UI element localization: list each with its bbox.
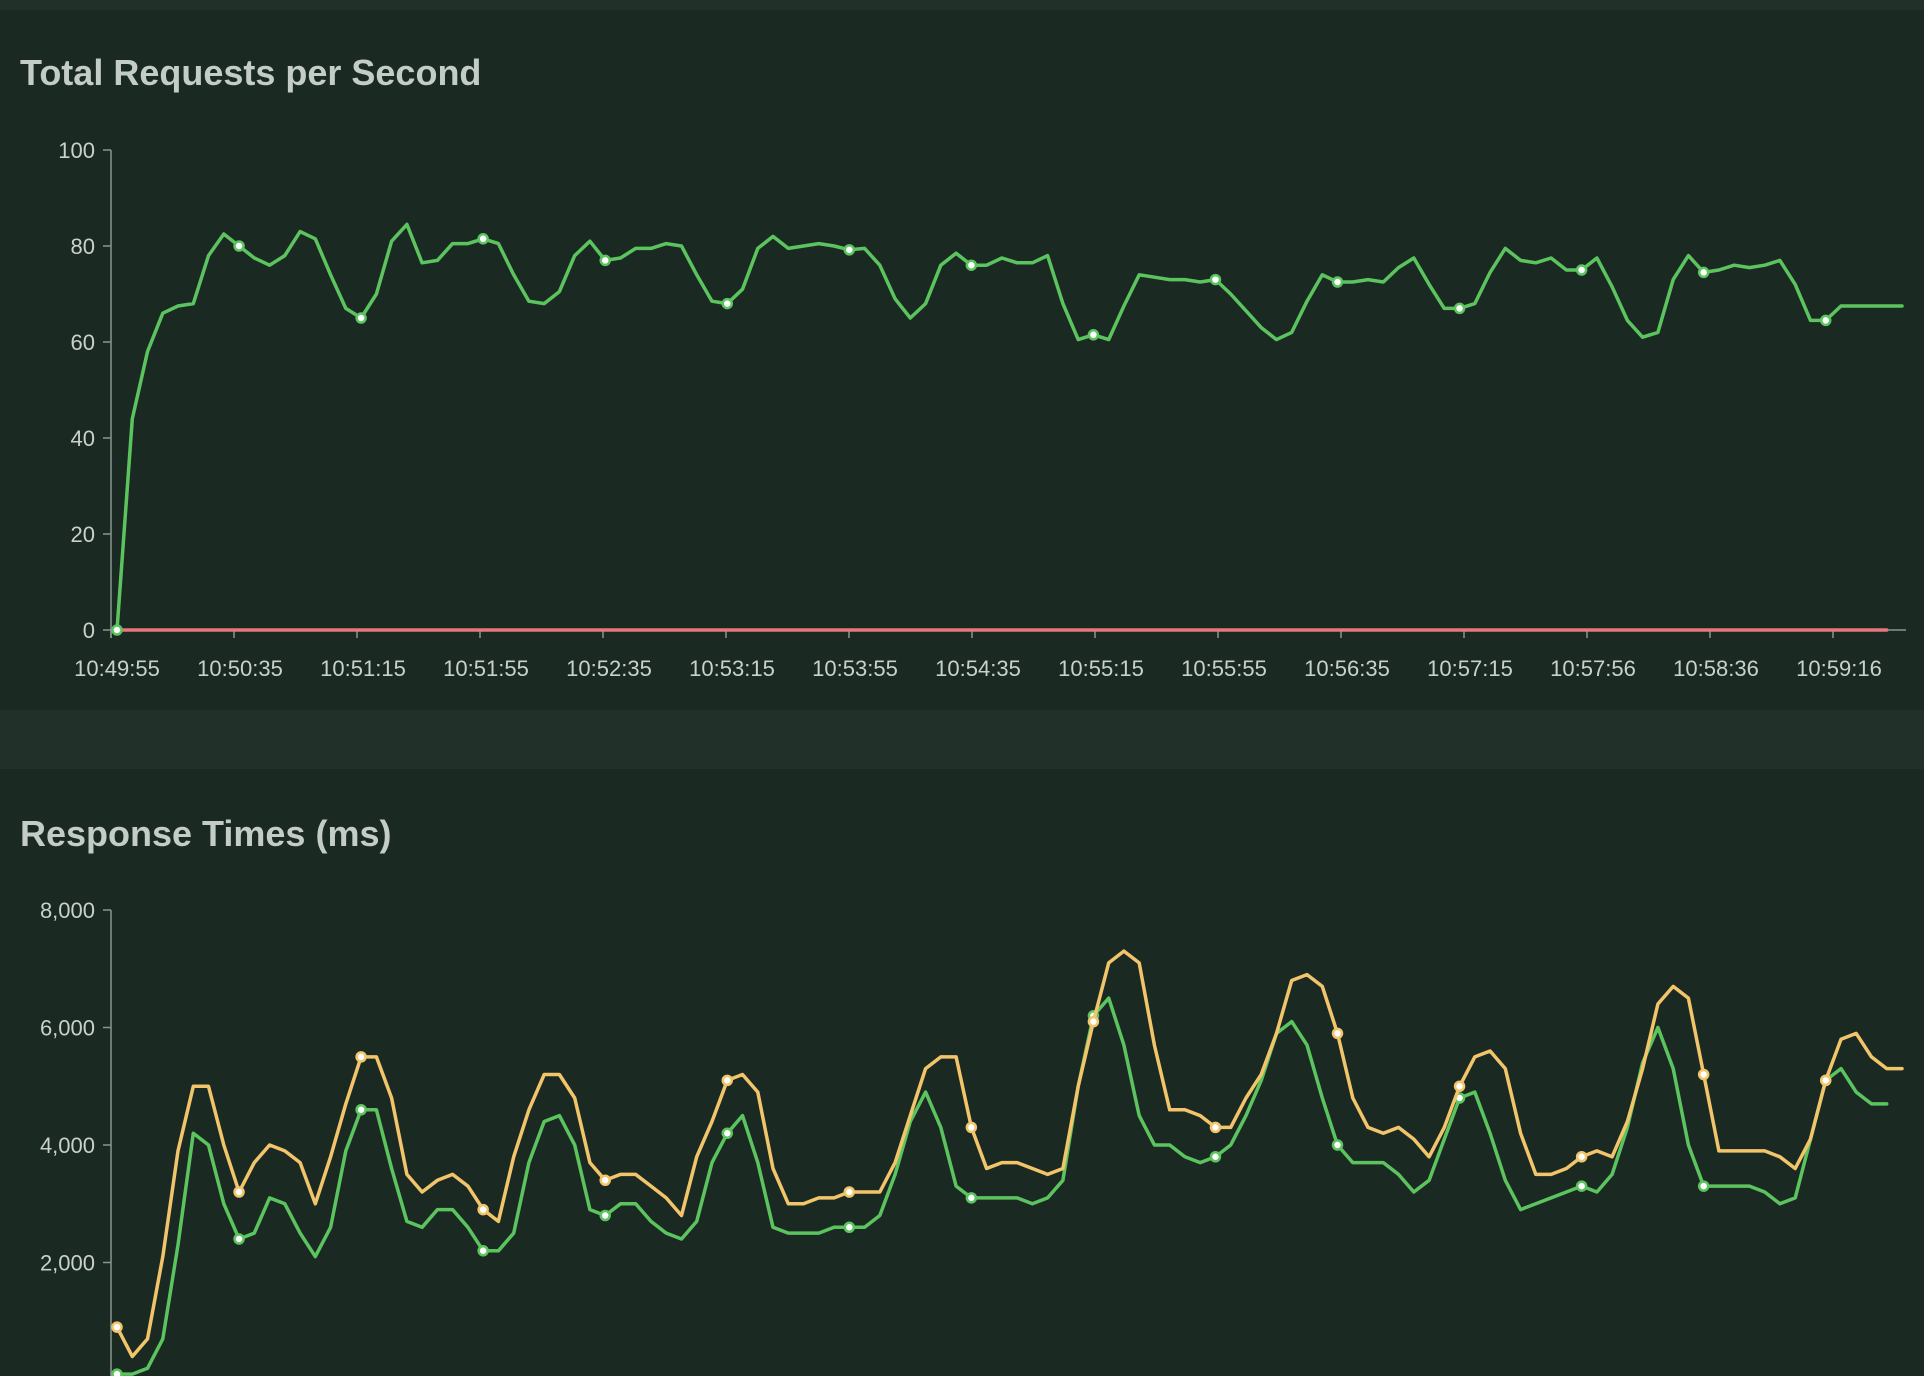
data-point[interactable] [111, 1321, 123, 1333]
data-point[interactable] [477, 1203, 489, 1216]
y-tick-label: 20 [71, 522, 95, 547]
requests-per-second-chart: 0 20 40 60 80 100 10:49:55 10:50:35 10:51:15 10:5… [58, 138, 1906, 681]
data-point[interactable] [355, 1051, 367, 1063]
data-point[interactable] [111, 1368, 123, 1376]
requests-per-second-panel: Total Requests per Second 0 20 40 60 80 100 10… [0, 10, 1924, 710]
data-point[interactable] [1453, 302, 1466, 315]
data-point[interactable] [233, 240, 245, 252]
x-tick-label: 10:49:55 [74, 656, 160, 681]
x-tick-label: 10:55:15 [1058, 656, 1144, 681]
data-point[interactable] [477, 1245, 489, 1257]
data-point[interactable] [111, 624, 123, 636]
data-point[interactable] [1209, 273, 1222, 286]
y-tick-label: 40 [71, 426, 95, 451]
response-times-panel: Response Times (ms) 2,000 4,000 6,000 8,000 [0, 769, 1924, 1376]
chart-title: Response Times (ms) [20, 813, 392, 854]
data-point[interactable] [1575, 264, 1588, 276]
data-point[interactable] [599, 1209, 611, 1222]
y-tick-label: 60 [71, 330, 95, 355]
data-point[interactable] [1575, 1180, 1588, 1192]
x-tick-label: 10:57:15 [1427, 656, 1513, 681]
data-point[interactable] [965, 259, 978, 271]
series-line [115, 996, 1889, 1376]
y-tick-label: 4,000 [40, 1133, 95, 1158]
data-point[interactable] [721, 1127, 734, 1139]
data-point[interactable] [599, 254, 611, 267]
data-point[interactable] [1575, 1151, 1588, 1163]
series-line [115, 222, 1904, 632]
x-tick-label: 10:51:15 [320, 656, 406, 681]
data-point[interactable] [233, 1233, 245, 1245]
data-point[interactable] [599, 1174, 611, 1186]
data-point[interactable] [1331, 276, 1344, 288]
x-tick-label: 10:53:55 [812, 656, 898, 681]
panel-divider [0, 710, 1924, 769]
data-point[interactable] [1331, 1027, 1344, 1040]
data-point[interactable] [1819, 1074, 1832, 1087]
x-tick-label: 10:50:35 [197, 656, 283, 681]
top-strip [0, 0, 1924, 10]
y-tick-label: 80 [71, 234, 95, 259]
data-point[interactable] [1453, 1080, 1466, 1092]
data-point[interactable] [1819, 314, 1832, 327]
data-point[interactable] [233, 1186, 245, 1198]
data-point[interactable] [965, 1192, 978, 1204]
data-point[interactable] [843, 244, 856, 256]
y-tick-label: 100 [58, 138, 95, 163]
series-1 [111, 949, 1904, 1359]
data-point[interactable] [1697, 1180, 1710, 1192]
data-point[interactable] [1087, 1015, 1100, 1028]
data-point[interactable] [843, 1221, 856, 1233]
series-2 [111, 996, 1889, 1376]
y-tick-label: 8,000 [40, 898, 95, 923]
x-tick-label: 10:58:36 [1673, 656, 1759, 681]
series-line [115, 949, 1904, 1359]
y-tick-label: 0 [83, 618, 95, 643]
chart-title: Total Requests per Second [20, 52, 482, 93]
data-point[interactable] [477, 233, 489, 245]
x-tick-label: 10:51:55 [443, 656, 529, 681]
data-point[interactable] [1697, 1068, 1710, 1081]
x-tick-label: 10:55:55 [1181, 656, 1267, 681]
x-tick-label: 10:53:15 [689, 656, 775, 681]
data-point[interactable] [1209, 1121, 1222, 1134]
response-times-chart: 2,000 4,000 6,000 8,000 [40, 898, 1904, 1376]
data-point[interactable] [355, 312, 367, 324]
x-tick-label: 10:57:56 [1550, 656, 1636, 681]
data-point[interactable] [1697, 266, 1710, 279]
data-point[interactable] [721, 1074, 734, 1087]
data-point[interactable] [1331, 1139, 1344, 1151]
data-point[interactable] [721, 297, 734, 310]
series-1 [111, 222, 1904, 636]
data-point[interactable] [1209, 1151, 1222, 1163]
data-point[interactable] [355, 1104, 367, 1116]
data-point[interactable] [965, 1121, 978, 1134]
x-tick-label: 10:52:35 [566, 656, 652, 681]
x-tick-label: 10:56:35 [1304, 656, 1390, 681]
x-tick-label: 10:59:16 [1796, 656, 1882, 681]
data-point[interactable] [843, 1186, 856, 1198]
data-point[interactable] [1087, 329, 1100, 341]
x-tick-label: 10:54:35 [935, 656, 1021, 681]
y-tick-label: 6,000 [40, 1016, 95, 1041]
y-tick-label: 2,000 [40, 1251, 95, 1276]
